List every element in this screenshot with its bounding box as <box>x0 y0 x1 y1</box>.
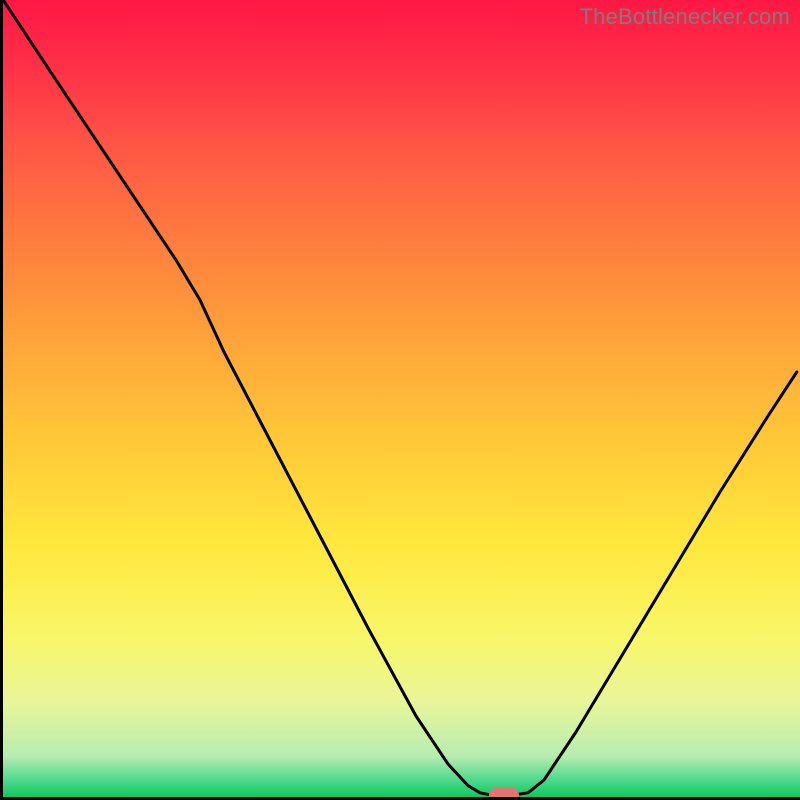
bottleneck-chart <box>0 0 800 800</box>
chart-background <box>0 0 800 800</box>
watermark-text: TheBottlenecker.com <box>580 4 790 30</box>
